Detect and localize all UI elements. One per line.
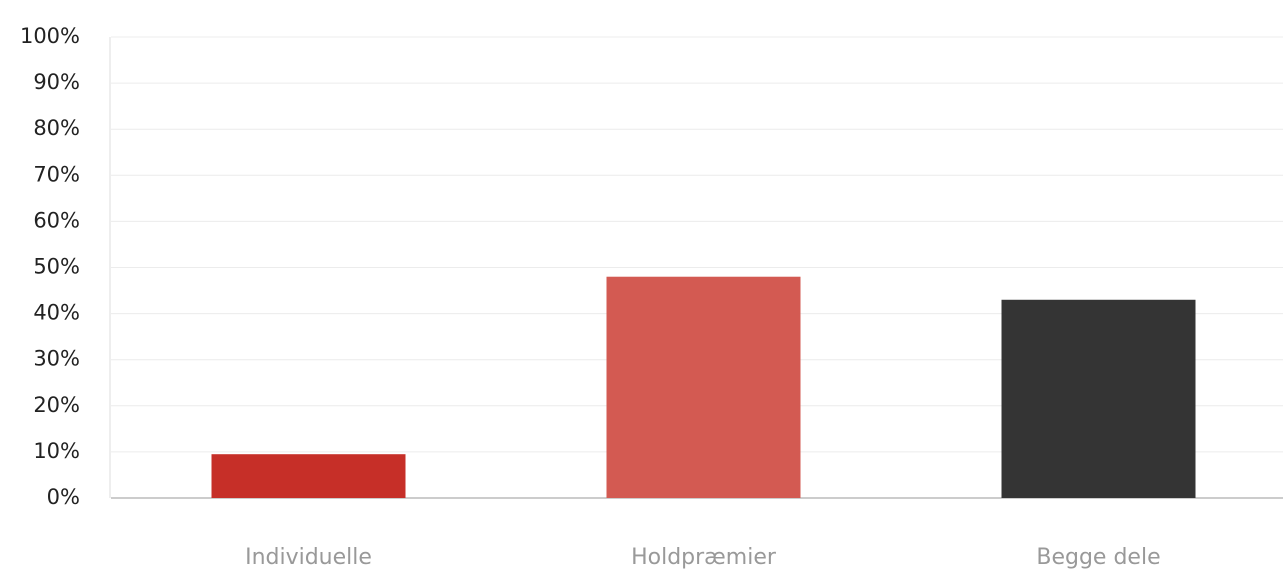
y-tick-label: 20% bbox=[33, 393, 80, 417]
bar bbox=[606, 276, 801, 498]
y-tick-label: 90% bbox=[33, 70, 80, 94]
bar bbox=[211, 454, 406, 498]
x-tick-label: Begge dele bbox=[1036, 545, 1160, 570]
y-tick-label: 70% bbox=[33, 162, 80, 186]
y-tick-label: 0% bbox=[47, 485, 80, 509]
bar bbox=[1001, 299, 1196, 498]
x-tick-label: Holdpræmier bbox=[631, 545, 777, 570]
y-tick-label: 80% bbox=[33, 116, 80, 140]
y-tick-label: 10% bbox=[33, 439, 80, 463]
x-tick-label: Individuelle bbox=[245, 545, 372, 570]
y-tick-label: 100% bbox=[20, 24, 80, 48]
y-tick-label: 60% bbox=[33, 208, 80, 232]
y-tick-label: 50% bbox=[33, 255, 80, 279]
y-tick-label: 30% bbox=[33, 347, 80, 371]
y-tick-label: 40% bbox=[33, 301, 80, 325]
